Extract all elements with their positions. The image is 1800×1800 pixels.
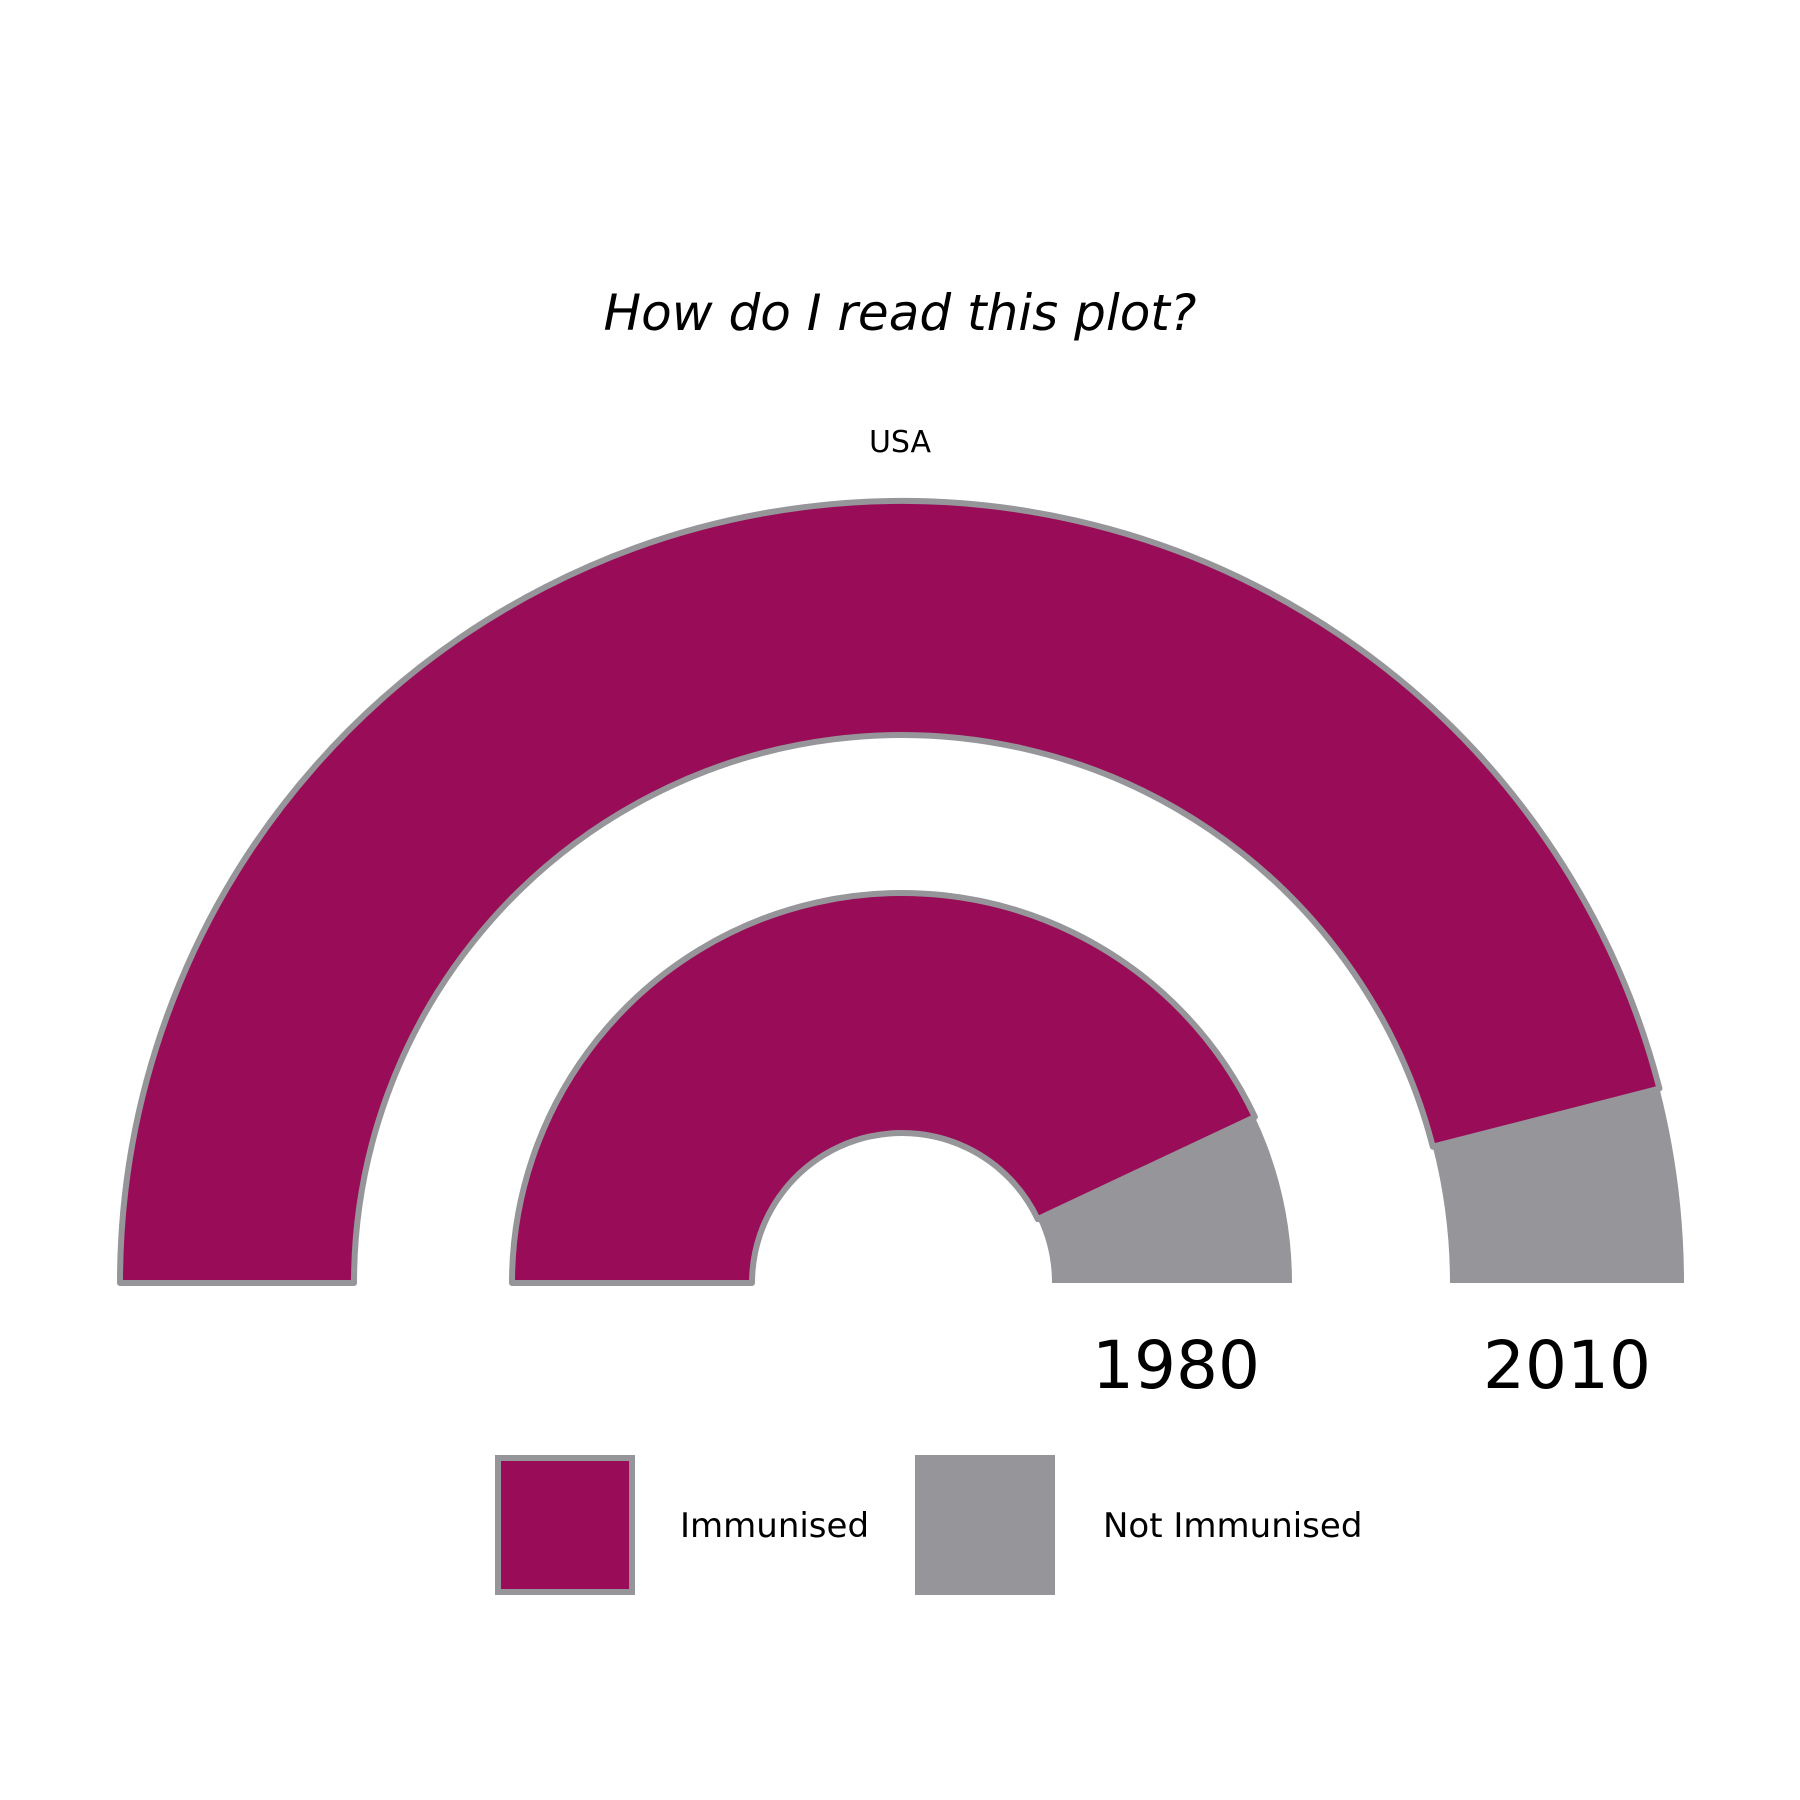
year-label-2010: 2010	[1483, 1327, 1651, 1404]
legend-label-not-immunised: Not Immunised	[1103, 1506, 1362, 1546]
chart-title: How do I read this plot?	[604, 284, 1197, 342]
ring-2010-immunised-segment	[117, 498, 1663, 1286]
ring-1980-not-immunised-segment	[1037, 1116, 1292, 1283]
rings-group	[117, 498, 1684, 1286]
ring-2010-not-immunised-segment	[1432, 1088, 1684, 1283]
chart-subtitle: USA	[869, 425, 932, 460]
year-label-1980: 1980	[1092, 1327, 1260, 1404]
legend-label-immunised: Immunised	[680, 1506, 869, 1546]
ring-1980-immunised-segment	[509, 890, 1258, 1286]
legend-swatch-immunised	[495, 1455, 635, 1595]
legend-swatch-not-immunised	[915, 1455, 1055, 1595]
legend: Immunised Not Immunised	[495, 1455, 1362, 1595]
